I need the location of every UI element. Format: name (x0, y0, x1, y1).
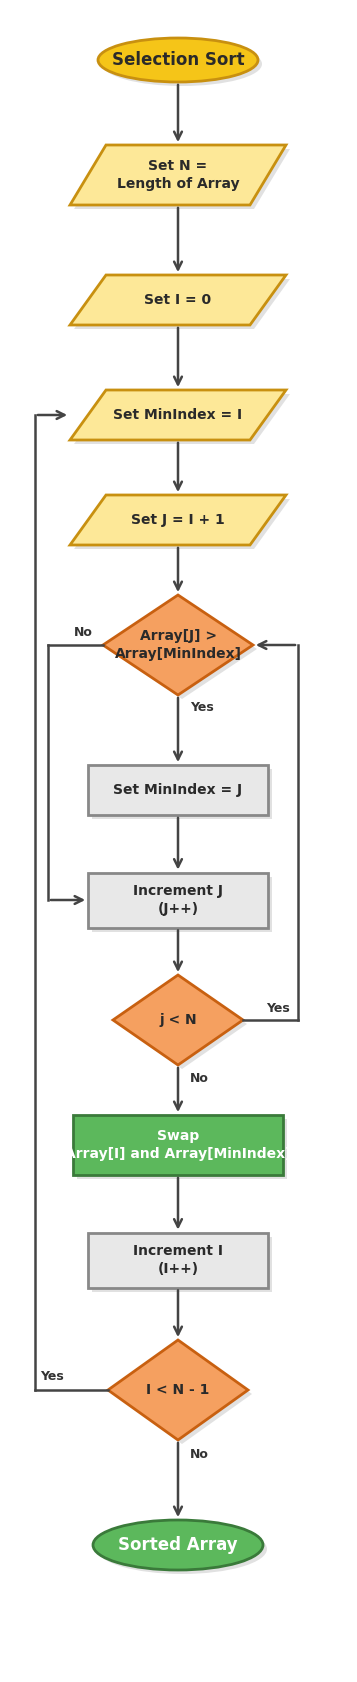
Polygon shape (74, 150, 290, 209)
Text: No: No (190, 1448, 209, 1460)
Text: Array[J] >
Array[MinIndex]: Array[J] > Array[MinIndex] (115, 629, 241, 661)
Polygon shape (70, 495, 286, 545)
Text: Swap
Array[I] and Array[MinIndex]: Swap Array[I] and Array[MinIndex] (65, 1129, 291, 1161)
Polygon shape (113, 976, 243, 1065)
Polygon shape (108, 1341, 248, 1440)
Polygon shape (107, 599, 257, 700)
Polygon shape (77, 1119, 287, 1179)
Ellipse shape (102, 42, 262, 86)
Text: No: No (190, 1073, 209, 1085)
Polygon shape (70, 274, 286, 325)
Text: No: No (74, 626, 93, 639)
FancyBboxPatch shape (88, 1233, 268, 1287)
Ellipse shape (98, 39, 258, 82)
Text: Yes: Yes (40, 1369, 64, 1383)
Polygon shape (70, 145, 286, 205)
Polygon shape (112, 1344, 252, 1445)
Text: Yes: Yes (190, 700, 214, 713)
Text: Set N =
Length of Array: Set N = Length of Array (117, 158, 239, 192)
Polygon shape (74, 500, 290, 548)
Text: Set MinIndex = I: Set MinIndex = I (114, 409, 242, 422)
Polygon shape (92, 876, 272, 932)
Text: Yes: Yes (266, 1001, 290, 1014)
Polygon shape (117, 979, 247, 1070)
Polygon shape (74, 394, 290, 444)
Text: Increment I
(I++): Increment I (I++) (133, 1243, 223, 1277)
FancyBboxPatch shape (73, 1115, 283, 1176)
Text: I < N - 1: I < N - 1 (146, 1383, 210, 1398)
Text: Set I = 0: Set I = 0 (145, 293, 212, 308)
FancyBboxPatch shape (88, 873, 268, 927)
Text: Sorted Array: Sorted Array (118, 1536, 238, 1554)
Ellipse shape (93, 1521, 263, 1569)
Text: j < N: j < N (159, 1013, 197, 1028)
Text: Set MinIndex = J: Set MinIndex = J (114, 784, 242, 797)
Text: Increment J
(J++): Increment J (J++) (133, 883, 223, 917)
Polygon shape (70, 390, 286, 441)
Text: Selection Sort: Selection Sort (112, 50, 244, 69)
Ellipse shape (97, 1524, 267, 1574)
Text: Set J = I + 1: Set J = I + 1 (131, 513, 225, 526)
Polygon shape (92, 769, 272, 819)
Polygon shape (74, 279, 290, 330)
FancyBboxPatch shape (88, 765, 268, 816)
Polygon shape (92, 1236, 272, 1292)
Polygon shape (103, 595, 253, 695)
